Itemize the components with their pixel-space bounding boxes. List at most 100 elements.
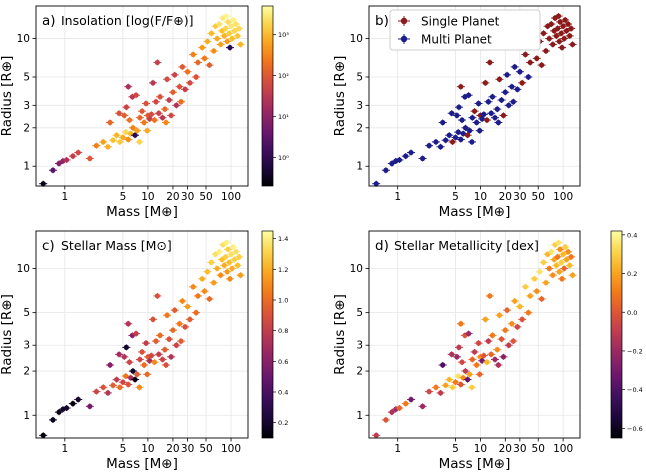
data-point (469, 356, 475, 363)
data-point (539, 296, 545, 302)
data-point (50, 417, 56, 423)
data-point (485, 99, 492, 105)
data-point (506, 342, 512, 348)
data-point (156, 351, 162, 357)
y-tick-label: 5 (356, 307, 363, 319)
legend-label: Multi Planet (421, 33, 492, 47)
data-point (509, 321, 515, 327)
data-point (403, 153, 409, 159)
data-point (114, 132, 120, 138)
data-point (221, 33, 227, 39)
data-point (465, 331, 472, 337)
data-point (214, 35, 220, 42)
data-point (534, 55, 540, 61)
x-tick-label: 20 (166, 191, 179, 203)
y-tick-label: 3 (356, 100, 363, 112)
x-tick-label: 50 (199, 191, 212, 203)
data-point (134, 128, 140, 134)
data-point (556, 38, 562, 45)
x-tick-label: 5 (120, 443, 127, 455)
data-point (550, 41, 556, 48)
data-point (143, 340, 149, 346)
data-point (136, 139, 143, 145)
data-point (562, 17, 568, 23)
data-point (555, 25, 561, 32)
y-tick-label: 10 (350, 33, 363, 45)
data-point (456, 104, 462, 110)
data-point (162, 106, 168, 112)
x-tick-label: 100 (221, 191, 241, 203)
y-tick-label: 1 (23, 161, 30, 173)
data-point (494, 347, 500, 353)
data-point (559, 276, 565, 282)
y-axis-label: Radius [R⊕] (332, 56, 348, 137)
data-point (539, 62, 545, 68)
data-point (139, 349, 145, 355)
x-tick-label: 10 (141, 443, 154, 455)
data-point (176, 321, 183, 327)
x-tick-label: 10 (474, 443, 487, 455)
data-point (443, 382, 449, 388)
data-point (464, 132, 471, 138)
data-point (236, 25, 242, 32)
data-point (187, 80, 193, 86)
data-point (458, 321, 464, 327)
y-tick-label: 10 (17, 33, 30, 45)
data-point (125, 321, 131, 327)
data-point (396, 405, 403, 411)
data-point (229, 35, 235, 42)
data-point (120, 134, 126, 141)
data-point (433, 384, 439, 390)
data-point (204, 38, 211, 45)
data-point (204, 269, 211, 275)
data-point (137, 356, 143, 363)
colorbar-tick-label: 10⁰ (278, 154, 289, 162)
data-point (223, 13, 230, 19)
data-point (512, 298, 518, 304)
x-tick-label: 100 (553, 191, 573, 203)
data-point (125, 136, 131, 143)
x-tick-label: 1 (394, 443, 401, 455)
x-tick-label: 5 (120, 191, 127, 203)
data-point (466, 371, 473, 377)
data-point (40, 181, 46, 187)
data-point (487, 293, 493, 299)
colorbar-tick-label: 0.0 (627, 309, 637, 317)
data-point (569, 272, 576, 278)
x-tick-label: 20 (166, 443, 179, 455)
x-tick-label: 30 (181, 191, 194, 203)
data-point (123, 344, 129, 350)
data-point (514, 86, 520, 92)
data-point (228, 251, 234, 257)
x-tick-label: 50 (199, 443, 212, 455)
data-point (489, 94, 496, 100)
x-tick-label: 100 (553, 443, 573, 455)
data-point (172, 72, 178, 78)
data-point (223, 240, 230, 246)
y-tick-label: 1 (356, 410, 363, 422)
panel-title: Stellar Metallicity [dex] (394, 238, 539, 253)
data-point (163, 362, 169, 368)
data-point (173, 342, 179, 348)
data-point (123, 104, 129, 110)
data-point (153, 338, 159, 344)
data-point (222, 25, 229, 32)
data-point (383, 417, 389, 423)
data-point (148, 111, 154, 117)
data-point (456, 344, 462, 350)
data-point (458, 381, 464, 388)
y-tick-label: 2 (23, 122, 30, 134)
data-point (141, 362, 147, 368)
data-point (116, 351, 122, 357)
colorbar-tick-label: −0.4 (627, 386, 643, 394)
data-point (458, 84, 464, 90)
x-tick-label: 1 (61, 191, 68, 203)
data-point (219, 256, 225, 263)
data-point (225, 19, 231, 25)
data-point (100, 139, 106, 145)
y-tick-label: 3 (356, 340, 363, 352)
data-point (172, 307, 178, 313)
data-point (484, 359, 490, 365)
data-point (437, 144, 444, 150)
